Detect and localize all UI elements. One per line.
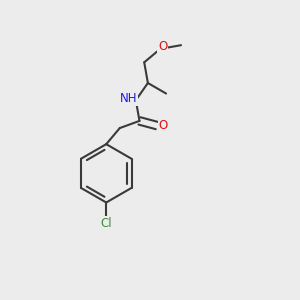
- Text: O: O: [158, 119, 168, 132]
- Text: Cl: Cl: [100, 217, 112, 230]
- Text: NH: NH: [120, 92, 137, 105]
- Text: O: O: [158, 40, 167, 53]
